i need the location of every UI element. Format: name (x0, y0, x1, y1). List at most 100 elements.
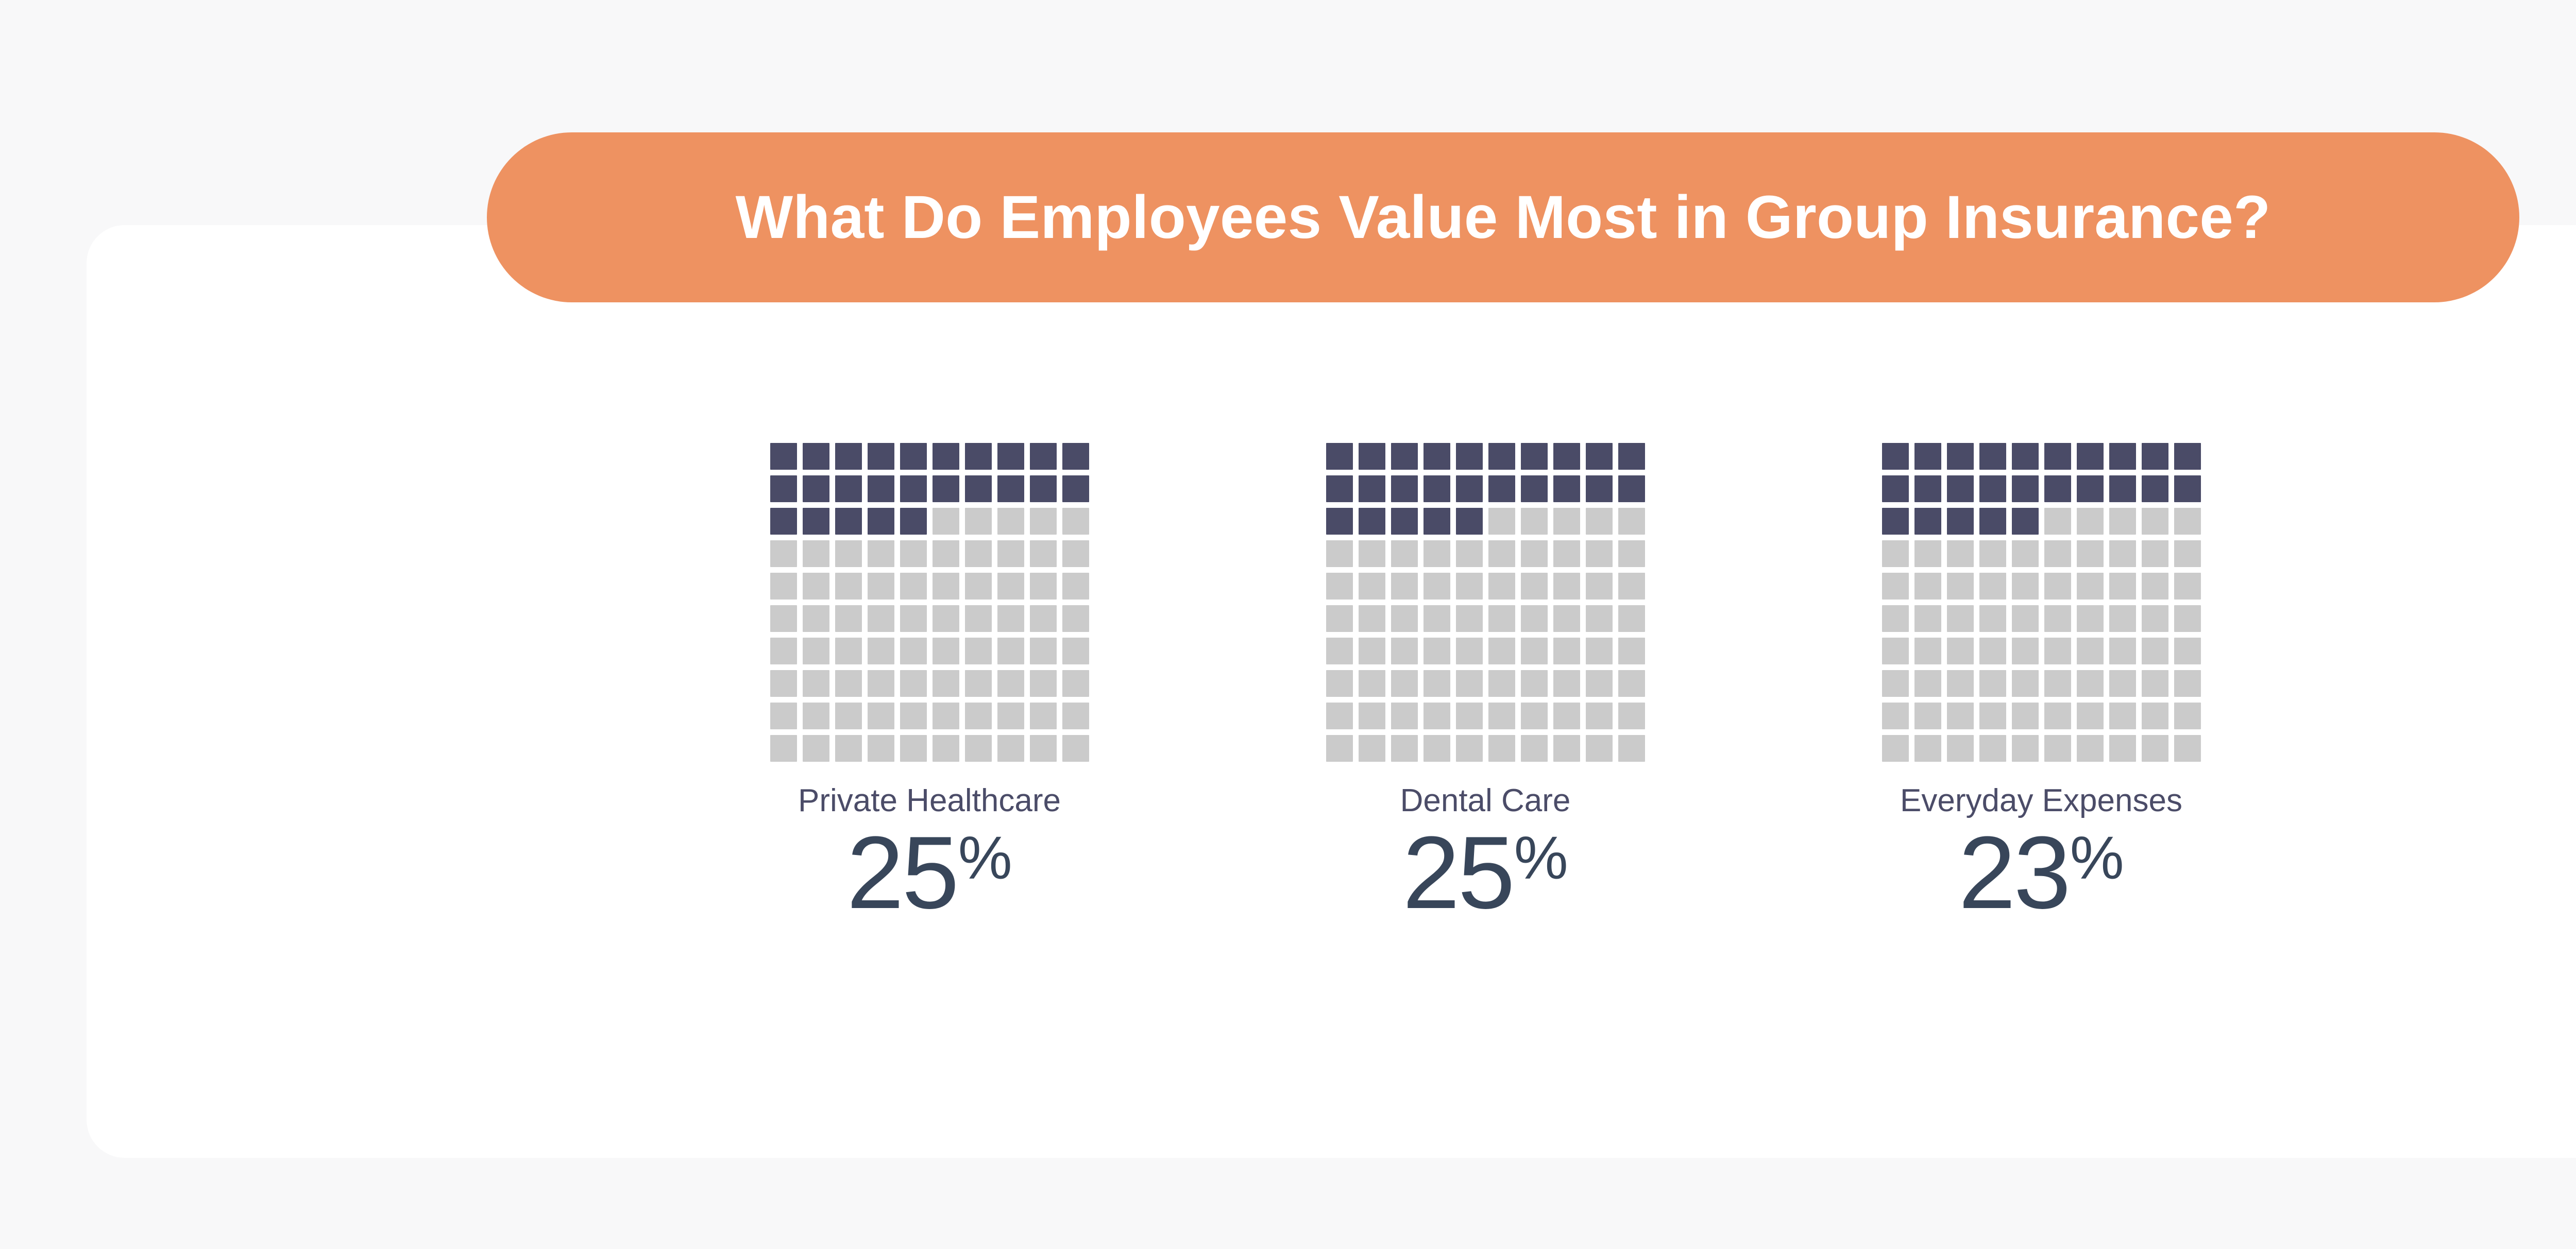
waffle-cell-filled (1455, 508, 1483, 535)
waffle-cell-empty (770, 703, 797, 729)
waffle-cell-empty (2076, 605, 2104, 632)
waffle-cell-empty (900, 573, 927, 600)
waffle-cell-filled (1455, 475, 1483, 502)
waffle-cell-filled (900, 475, 927, 502)
waffle-cell-filled (867, 508, 894, 535)
waffle-cell-empty (1914, 605, 1941, 632)
waffle-cell-empty (1062, 540, 1089, 567)
waffle-cell-filled (997, 443, 1024, 470)
waffle-cell-filled (932, 443, 959, 470)
waffle-cell-empty (2044, 508, 2071, 535)
waffle-cell-empty (1423, 670, 1450, 697)
waffle-cell-empty (1358, 703, 1385, 729)
waffle-cell-empty (1029, 735, 1057, 762)
waffle-cell-empty (802, 638, 829, 664)
waffle-cell-empty (1946, 638, 1974, 664)
waffle-cell-filled (1358, 443, 1385, 470)
waffle-cell-filled (867, 443, 894, 470)
waffle-cell-filled (835, 443, 862, 470)
waffle-cell-empty (1520, 638, 1548, 664)
waffle-cell-empty (997, 605, 1024, 632)
waffle-cell-empty (1455, 670, 1483, 697)
waffle-cell-filled (2141, 443, 2168, 470)
waffle-cell-empty (1520, 735, 1548, 762)
waffle-cell-empty (2011, 638, 2039, 664)
waffle-cell-empty (1326, 605, 1353, 632)
waffle-cell-empty (1423, 735, 1450, 762)
waffle-cell-empty (1553, 573, 1580, 600)
waffle-cell-empty (770, 605, 797, 632)
waffle-cell-empty (2076, 573, 2104, 600)
waffle-cell-empty (2174, 573, 2201, 600)
waffle-cell-empty (932, 573, 959, 600)
waffle-cell-empty (1455, 605, 1483, 632)
waffle-cell-empty (2076, 735, 2104, 762)
waffle-cell-empty (770, 573, 797, 600)
waffle-cell-empty (1914, 638, 1941, 664)
waffle-chart-private-healthcare (770, 443, 1089, 762)
waffle-cell-empty (1618, 735, 1645, 762)
waffle-cell-empty (2011, 573, 2039, 600)
waffle-cell-empty (1358, 735, 1385, 762)
waffle-cell-empty (900, 703, 927, 729)
waffle-cell-filled (1423, 475, 1450, 502)
waffle-cell-empty (1979, 670, 2006, 697)
waffle-cell-empty (1455, 638, 1483, 664)
waffle-cell-empty (1423, 540, 1450, 567)
waffle-cell-empty (1553, 703, 1580, 729)
waffle-cell-empty (932, 638, 959, 664)
waffle-cell-empty (2044, 638, 2071, 664)
waffle-cell-filled (2011, 475, 2039, 502)
waffle-cell-filled (1946, 475, 1974, 502)
waffle-cell-filled (1946, 443, 1974, 470)
waffle-cell-empty (1391, 703, 1418, 729)
waffle-cell-filled (1914, 475, 1941, 502)
stat-number-dental-care: 25 (1402, 815, 1515, 931)
waffle-cell-empty (997, 638, 1024, 664)
waffle-cell-empty (2109, 605, 2136, 632)
waffle-cell-empty (2109, 573, 2136, 600)
waffle-cell-filled (1882, 443, 1909, 470)
waffle-cell-empty (2174, 638, 2201, 664)
waffle-cell-empty (2011, 540, 2039, 567)
stat-column-private-healthcare: Private Healthcare 25 % (770, 443, 1089, 925)
waffle-cell-filled (2011, 508, 2039, 535)
waffle-cell-filled (900, 443, 927, 470)
waffle-cell-empty (1618, 638, 1645, 664)
waffle-cell-filled (1553, 443, 1580, 470)
waffle-chart-everyday-expenses (1882, 443, 2201, 762)
waffle-cell-filled (1585, 443, 1613, 470)
waffle-chart-dental-care (1326, 443, 1645, 762)
waffle-cell-empty (900, 540, 927, 567)
waffle-cell-empty (1979, 638, 2006, 664)
waffle-cell-empty (1979, 735, 2006, 762)
waffle-cell-empty (1423, 605, 1450, 632)
waffle-cell-empty (1520, 605, 1548, 632)
waffle-cell-filled (2076, 443, 2104, 470)
waffle-cell-empty (802, 703, 829, 729)
waffle-cell-empty (2174, 605, 2201, 632)
waffle-cell-empty (1029, 540, 1057, 567)
waffle-cell-filled (770, 508, 797, 535)
waffle-cell-filled (1358, 475, 1385, 502)
title-banner: What Do Employees Value Most in Group In… (487, 132, 2519, 302)
waffle-cell-empty (835, 605, 862, 632)
waffle-cell-empty (770, 638, 797, 664)
waffle-cell-filled (1618, 443, 1645, 470)
waffle-cell-empty (1455, 703, 1483, 729)
waffle-cell-empty (1488, 735, 1515, 762)
waffle-cell-filled (1391, 443, 1418, 470)
waffle-cell-filled (1882, 508, 1909, 535)
waffle-cell-empty (1520, 703, 1548, 729)
stat-column-dental-care: Dental Care 25 % (1326, 443, 1645, 931)
waffle-cell-filled (1029, 475, 1057, 502)
waffle-cell-empty (2044, 703, 2071, 729)
waffle-cell-empty (2044, 540, 2071, 567)
waffle-cell-filled (802, 475, 829, 502)
waffle-cell-empty (2141, 508, 2168, 535)
waffle-cell-empty (1358, 605, 1385, 632)
waffle-cell-filled (1979, 508, 2006, 535)
waffle-cell-filled (1979, 475, 2006, 502)
waffle-cell-empty (1585, 508, 1613, 535)
waffle-cell-empty (1326, 638, 1353, 664)
